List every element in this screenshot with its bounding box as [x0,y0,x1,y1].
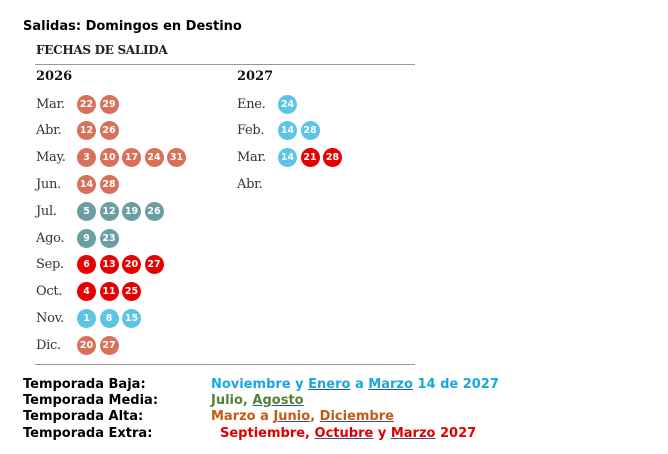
legend-value: Noviembre y Enero a Marzo 14 de 2027 [211,377,499,393]
date-badge-baja: 8 [99,308,119,328]
legend-text: y [373,426,391,441]
month-row: Dic. 20 27 [36,335,122,355]
date-badge-extra: 13 [99,255,119,275]
month-label: May. [36,150,66,166]
legend-text: Marzo a [211,409,274,424]
date-badge-baja: 14 [278,121,297,141]
date-badge-alta: 27 [99,335,119,355]
year-2027: 2027 [237,69,274,84]
legend-value: Septiembre, Octubre y Marzo 2027 [220,426,476,442]
month-label: Mar. [36,96,65,112]
month-link[interactable]: Diciembre [319,409,394,424]
date-badge-extra: 25 [122,282,141,302]
date-badge-extra: 11 [99,282,119,302]
month-row: Abr. 12 26 [36,121,122,141]
date-badge-alta: 10 [99,148,119,168]
date-badge-alta: 24 [144,148,164,168]
month-row: Sep. 6 13 20 27 [36,255,167,275]
date-badge-extra: 21 [300,148,320,168]
month-row: May. 3 10 17 24 31 [36,148,190,168]
top-divider [35,64,415,65]
month-link[interactable]: Marzo [390,426,436,441]
month-label: Abr. [237,176,263,192]
month-row: Feb. 14 28 [237,121,323,141]
date-badge-baja: 15 [122,308,141,328]
month-label: Ene. [237,96,266,112]
date-badge-baja: 24 [278,94,297,114]
month-row: Jun. 14 28 [36,174,122,194]
date-badge-alta: 17 [122,148,141,168]
date-badge-extra: 20 [122,255,141,275]
month-label: Jul. [36,203,57,219]
month-label: Sep. [36,257,64,273]
month-label: Dic. [36,337,61,353]
month-label: Feb. [237,123,265,139]
date-badge-alta: 22 [77,94,96,114]
date-badge-media: 19 [122,201,141,221]
legend-value: Julio, Agosto [211,393,304,409]
month-row: Abr. [237,174,278,194]
month-row: Ene. 24 [237,94,301,114]
legend-text: 14 de 2027 [412,377,499,392]
page-title: Salidas: Domingos en Destino [23,19,242,34]
month-row: Ago. 9 23 [36,228,122,248]
date-badge-media: 12 [99,201,119,221]
date-badge-alta: 29 [99,94,119,114]
month-label: Abr. [36,123,62,139]
month-link[interactable]: Marzo [368,377,413,392]
legend-text: , [310,409,320,424]
month-label: Mar. [237,150,266,166]
date-badge-baja: 1 [77,308,96,328]
month-link[interactable]: Agosto [252,393,304,408]
date-badge-extra: 27 [144,255,164,275]
month-link[interactable]: Octubre [314,426,374,441]
month-label: Jun. [36,176,61,192]
date-badge-alta: 31 [167,148,186,168]
date-badge-media: 9 [77,228,96,248]
legend-value: Marzo a Junio, Diciembre [211,409,394,425]
month-row: Nov. 1 8 15 [36,308,145,328]
date-badge-alta: 26 [99,121,119,141]
legend-text: Septiembre, [220,426,315,441]
date-badge-extra: 6 [77,255,96,275]
date-badge-alta: 14 [77,174,96,194]
month-label: Oct. [36,284,63,300]
month-link[interactable]: Junio [273,409,311,424]
legend-label: Temporada Baja: [23,377,146,392]
date-badge-baja: 28 [300,121,320,141]
date-badge-media: 26 [144,201,164,221]
date-badge-alta: 12 [77,121,96,141]
section-heading: FECHAS DE SALIDA [36,43,168,57]
bottom-divider [35,364,415,365]
year-2026: 2026 [36,69,73,84]
month-label: Ago. [36,230,65,246]
date-badge-alta: 28 [99,174,119,194]
date-badge-alta: 3 [77,148,96,168]
legend-text: 2027 [435,426,477,441]
month-row: Mar. 22 29 [36,94,122,114]
legend-label: Temporada Alta: [23,409,144,424]
month-row: Oct. 4 11 25 [36,282,145,302]
date-badge-baja: 14 [278,148,297,168]
date-badge-extra: 28 [323,148,342,168]
month-row: Jul. 5 12 19 26 [36,201,167,221]
month-link[interactable]: Enero [308,377,351,392]
date-badge-extra: 4 [77,282,96,302]
legend-label: Temporada Media: [23,393,159,408]
legend-text: Noviembre y [211,377,309,392]
legend-text: a [350,377,369,392]
legend-text: Julio, [211,393,253,408]
legend-label: Temporada Extra: [23,426,153,441]
month-label: Nov. [36,310,64,326]
date-badge-media: 5 [77,201,96,221]
month-row: Mar. 14 21 28 [237,148,346,168]
date-badge-alta: 20 [77,335,96,355]
date-badge-media: 23 [99,228,119,248]
